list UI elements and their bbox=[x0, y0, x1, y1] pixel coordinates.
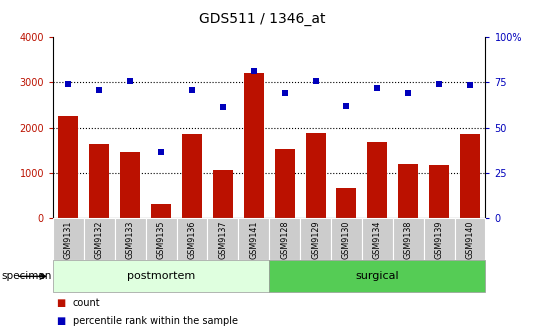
Text: postmortem: postmortem bbox=[127, 271, 195, 281]
Text: GSM9135: GSM9135 bbox=[157, 220, 166, 259]
Point bbox=[311, 78, 320, 83]
Bar bbox=[336, 188, 357, 218]
Bar bbox=[84, 218, 115, 260]
Bar bbox=[300, 218, 331, 260]
Point bbox=[95, 88, 104, 93]
Text: GSM9128: GSM9128 bbox=[280, 220, 289, 259]
Point bbox=[280, 90, 289, 96]
Bar bbox=[115, 218, 146, 260]
Text: GSM9141: GSM9141 bbox=[249, 220, 258, 259]
Bar bbox=[367, 142, 387, 218]
Text: GSM9129: GSM9129 bbox=[311, 220, 320, 259]
Text: GSM9140: GSM9140 bbox=[465, 220, 474, 259]
Point bbox=[404, 90, 413, 96]
Text: GDS511 / 1346_at: GDS511 / 1346_at bbox=[199, 12, 325, 26]
Point bbox=[126, 78, 134, 84]
Bar bbox=[151, 204, 171, 218]
Bar bbox=[455, 218, 485, 260]
Bar bbox=[53, 260, 270, 292]
Bar bbox=[424, 218, 455, 260]
Point bbox=[249, 69, 258, 74]
Bar bbox=[306, 133, 326, 218]
Bar bbox=[59, 116, 79, 218]
Bar bbox=[208, 218, 238, 260]
Bar bbox=[120, 152, 140, 218]
Bar bbox=[238, 218, 270, 260]
Text: percentile rank within the sample: percentile rank within the sample bbox=[73, 316, 238, 326]
Bar bbox=[176, 218, 208, 260]
Text: GSM9136: GSM9136 bbox=[187, 220, 196, 259]
Text: GSM9134: GSM9134 bbox=[373, 220, 382, 259]
Text: GSM9133: GSM9133 bbox=[126, 220, 134, 259]
Bar bbox=[270, 218, 300, 260]
Bar bbox=[460, 134, 480, 218]
Point bbox=[373, 85, 382, 91]
Text: GSM9131: GSM9131 bbox=[64, 220, 73, 259]
Point bbox=[218, 104, 227, 110]
Bar bbox=[182, 134, 202, 218]
Bar bbox=[53, 218, 84, 260]
Text: GSM9138: GSM9138 bbox=[404, 220, 413, 259]
Bar bbox=[398, 164, 418, 218]
Point bbox=[342, 103, 351, 109]
Text: ■: ■ bbox=[56, 316, 65, 326]
Bar bbox=[89, 144, 109, 218]
Point bbox=[465, 82, 474, 88]
Point bbox=[64, 82, 73, 87]
Text: GSM9132: GSM9132 bbox=[95, 220, 104, 259]
Bar bbox=[244, 73, 264, 218]
Bar bbox=[270, 260, 485, 292]
Text: GSM9137: GSM9137 bbox=[218, 220, 228, 259]
Text: GSM9139: GSM9139 bbox=[435, 220, 444, 259]
Point bbox=[157, 150, 166, 155]
Bar bbox=[331, 218, 362, 260]
Bar bbox=[429, 165, 449, 218]
Point bbox=[187, 87, 196, 93]
Bar bbox=[393, 218, 424, 260]
Bar bbox=[146, 218, 176, 260]
Bar bbox=[362, 218, 393, 260]
Bar bbox=[213, 170, 233, 218]
Text: surgical: surgical bbox=[355, 271, 399, 281]
Text: specimen: specimen bbox=[1, 271, 51, 281]
Text: ■: ■ bbox=[56, 298, 65, 308]
Text: count: count bbox=[73, 298, 100, 308]
Bar bbox=[275, 149, 295, 218]
Text: GSM9130: GSM9130 bbox=[342, 220, 351, 259]
Point bbox=[435, 81, 444, 87]
